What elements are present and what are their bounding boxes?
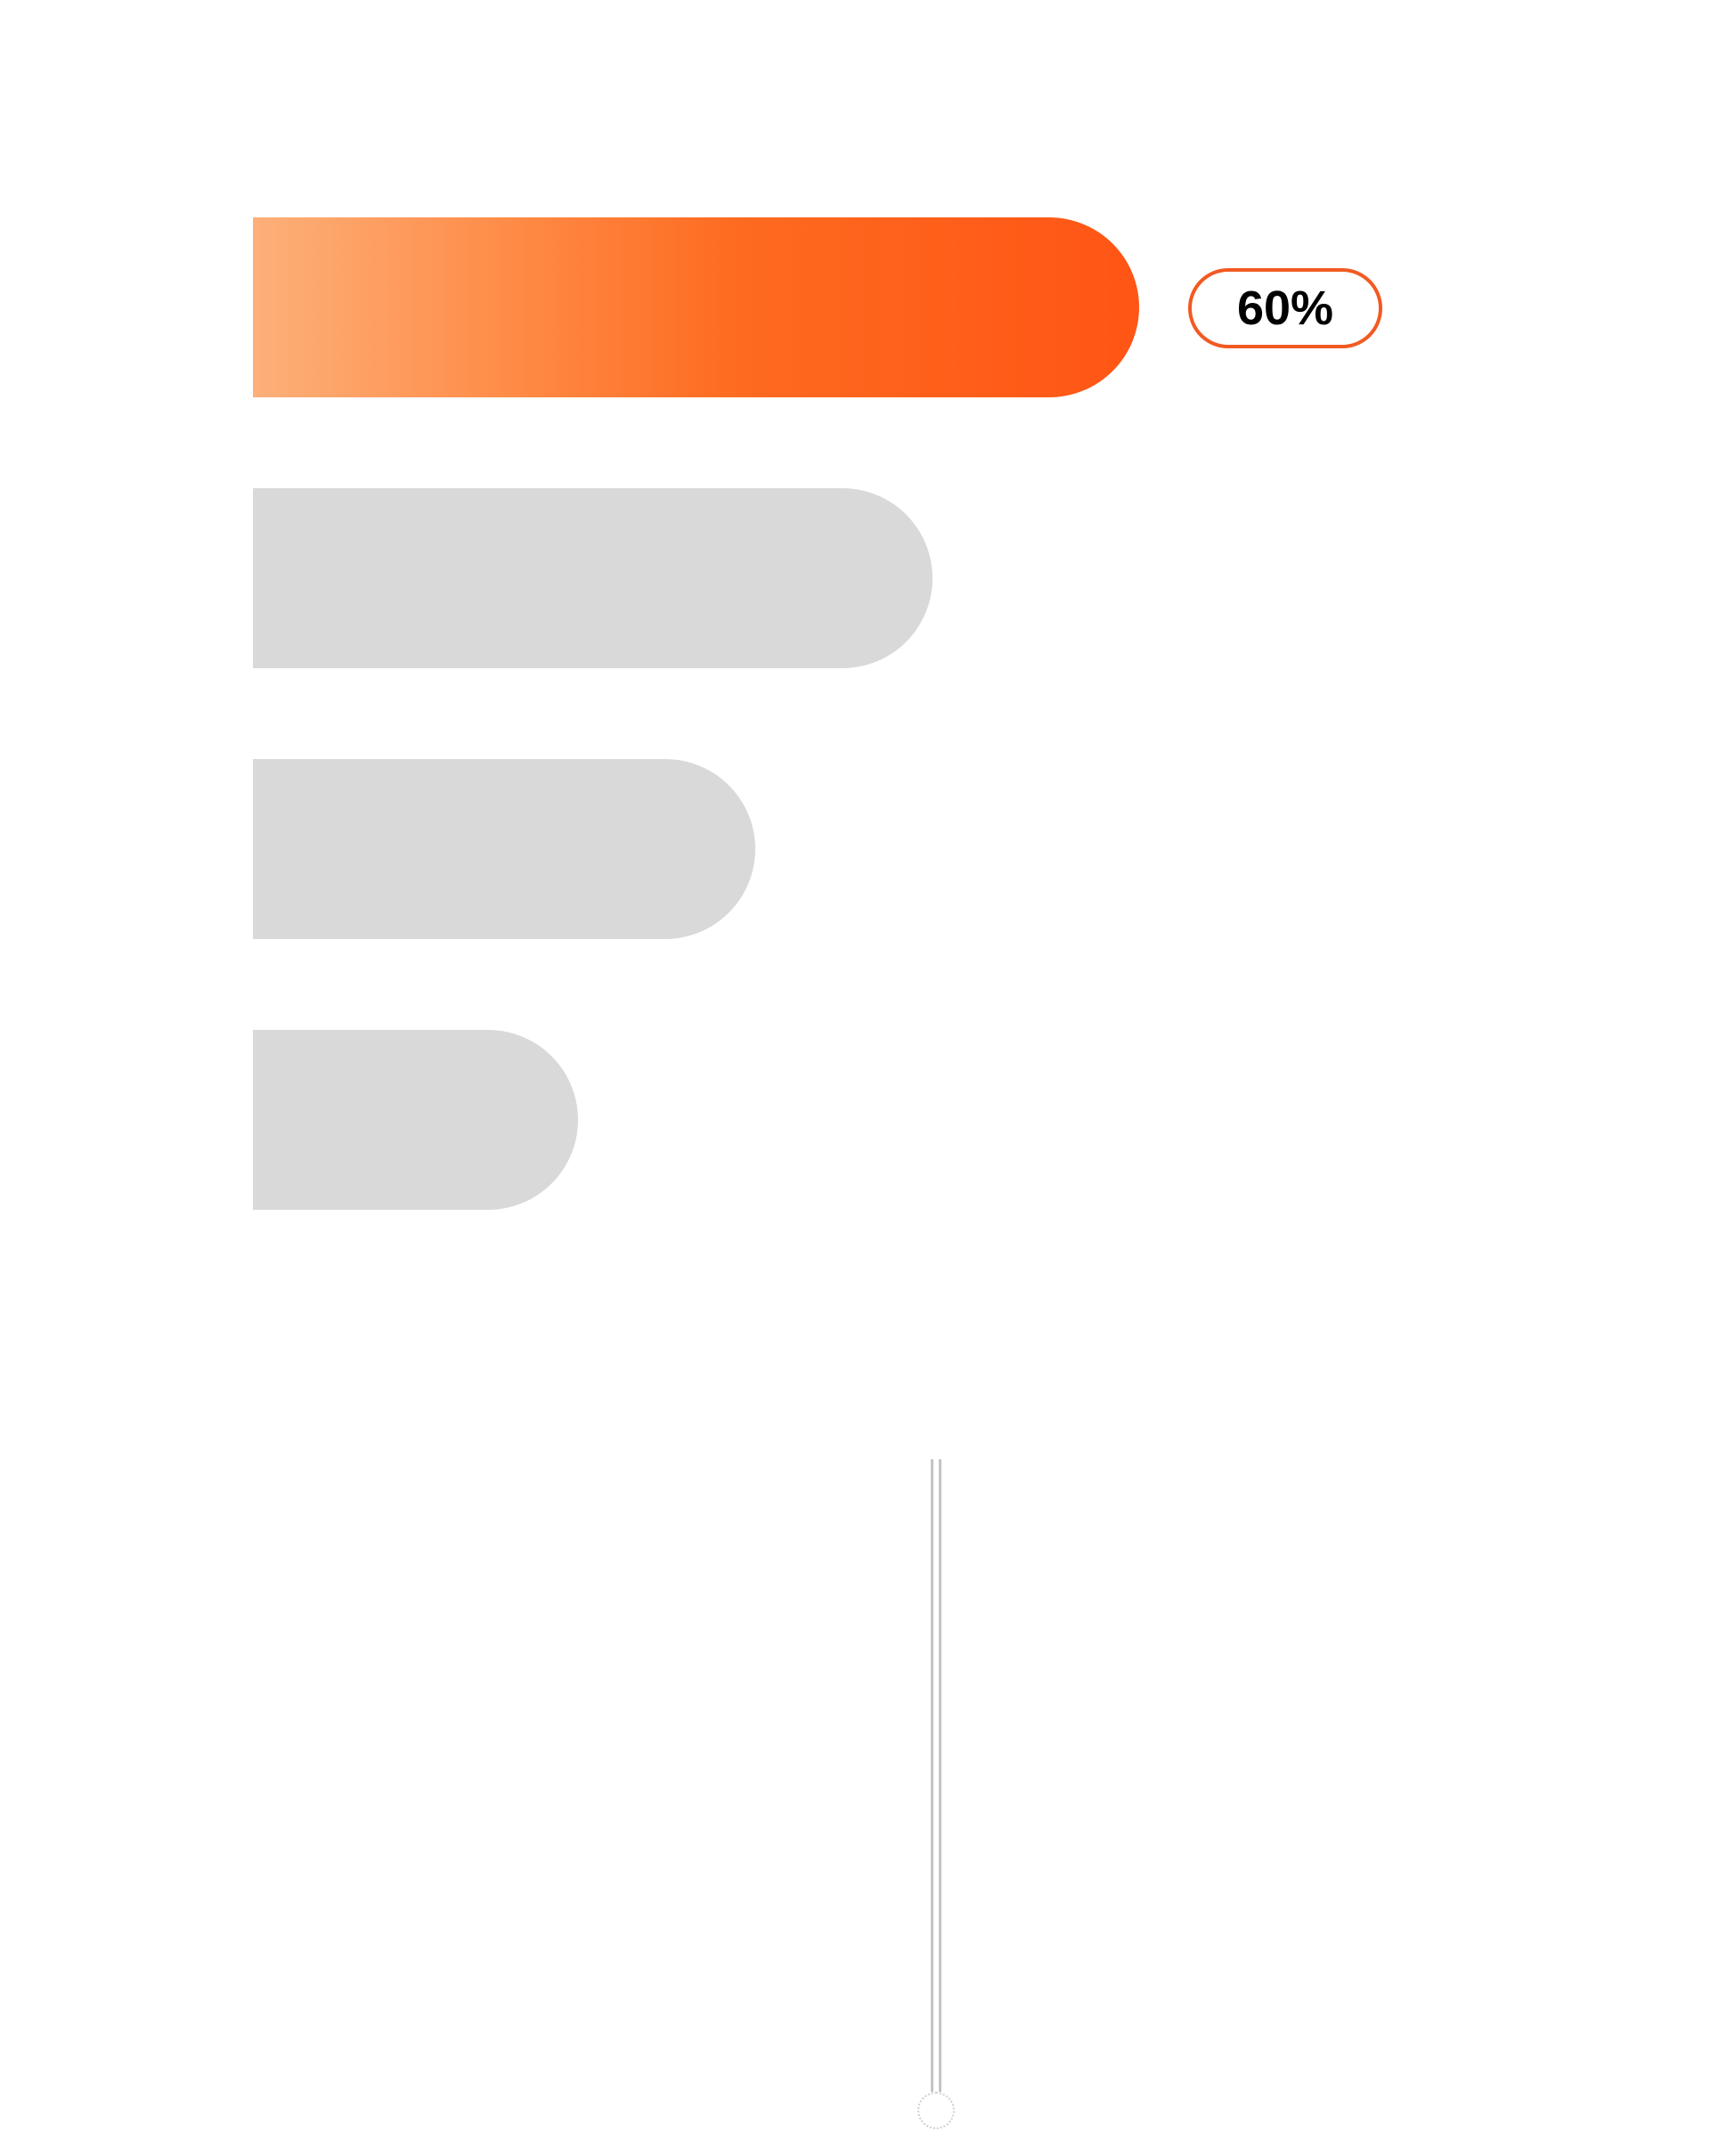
bar-chart: 60% <box>253 217 1382 1210</box>
value-label: 60% <box>1188 268 1382 348</box>
bar-highlight <box>253 217 1139 397</box>
slider-track[interactable] <box>931 1459 941 2092</box>
bar <box>253 488 933 668</box>
slider-handle[interactable] <box>917 2092 955 2129</box>
bar <box>253 1030 578 1210</box>
bar <box>253 759 755 939</box>
